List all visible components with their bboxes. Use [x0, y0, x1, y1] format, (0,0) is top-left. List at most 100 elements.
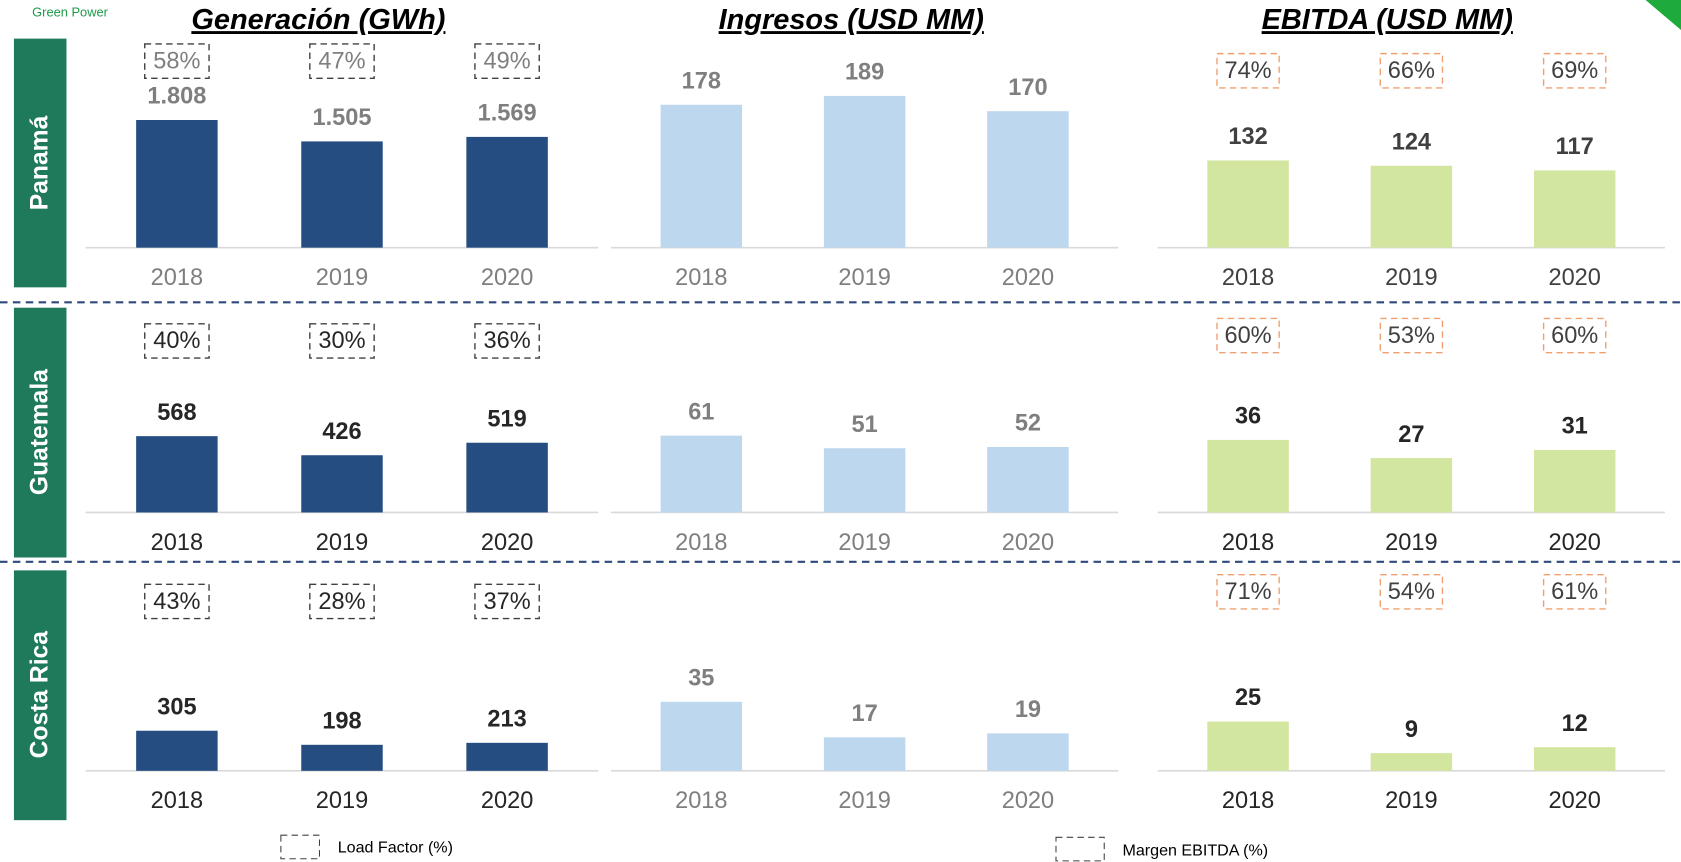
value-label: 9 [1405, 716, 1418, 742]
bar [660, 435, 743, 513]
value-label: 1.569 [478, 100, 537, 126]
bar [1533, 170, 1616, 248]
box-label: 36% [483, 327, 530, 353]
box [309, 583, 375, 620]
row-band [13, 307, 67, 558]
bar [1533, 747, 1616, 771]
bar [136, 120, 218, 248]
bar [136, 730, 218, 771]
x-tick-label: 2020 [481, 264, 533, 290]
x-tick-label: 2018 [151, 264, 203, 290]
value-label: 117 [1556, 133, 1594, 159]
value-label: 1.505 [312, 104, 371, 130]
value-label: 61 [688, 398, 714, 424]
column-title: Ingresos (USD MM) [719, 4, 984, 36]
legend-swatch [280, 834, 321, 860]
box-label: 30% [318, 327, 365, 353]
x-tick-label: 2019 [838, 264, 890, 290]
box-label: 53% [1388, 322, 1435, 348]
bar [1207, 439, 1289, 513]
x-tick-label: 2018 [151, 787, 203, 813]
value-label: 35 [688, 665, 714, 691]
x-tick-label: 2018 [1222, 787, 1274, 813]
value-label: 31 [1562, 413, 1588, 439]
bar [301, 455, 383, 513]
bar [301, 744, 383, 771]
x-tick-label: 2018 [151, 529, 203, 555]
x-tick-label: 2020 [1548, 264, 1600, 290]
x-tick-label: 2018 [675, 529, 727, 555]
bar [301, 141, 383, 248]
x-tick-label: 2019 [316, 264, 368, 290]
box-label: 49% [483, 47, 530, 73]
value-label: 132 [1228, 123, 1267, 149]
box [144, 583, 210, 620]
bar [466, 742, 548, 771]
bar [1533, 449, 1616, 513]
value-label: 36 [1235, 403, 1261, 429]
box-label: 74% [1224, 57, 1271, 83]
x-tick-label: 2019 [316, 529, 368, 555]
value-label: 51 [852, 411, 878, 437]
x-tick-label: 2019 [838, 529, 890, 555]
value-label: 198 [322, 708, 361, 734]
bar [136, 436, 218, 513]
box-label: 66% [1388, 57, 1435, 83]
box [1379, 317, 1444, 354]
value-label: 12 [1562, 710, 1588, 736]
box-label: 47% [318, 47, 365, 73]
brand: Green Power [32, 4, 108, 19]
bar [987, 111, 1069, 248]
box-label: 28% [318, 588, 365, 614]
value-label: 124 [1392, 128, 1431, 154]
box [309, 323, 375, 359]
bar [466, 442, 548, 513]
value-label: 1.808 [147, 83, 206, 109]
box [309, 43, 375, 79]
box [1379, 573, 1444, 610]
x-tick-label: 2018 [1222, 264, 1274, 290]
box [474, 43, 540, 79]
bar [1370, 165, 1453, 248]
bar [1207, 721, 1289, 771]
box [1216, 52, 1280, 89]
value-label: 19 [1015, 696, 1041, 722]
box [474, 583, 540, 620]
bar [466, 136, 548, 248]
value-label: 170 [1008, 74, 1047, 100]
value-label: 52 [1015, 410, 1041, 436]
value-label: 27 [1398, 421, 1424, 447]
bar [1370, 753, 1453, 771]
value-label: 25 [1235, 684, 1261, 710]
value-label: 213 [487, 706, 526, 732]
value-label: 178 [682, 67, 721, 93]
x-tick-label: 2018 [1222, 529, 1274, 555]
box [144, 323, 210, 359]
box [144, 43, 210, 79]
value-label: 519 [487, 405, 526, 431]
box [1216, 573, 1280, 610]
row-label: Panamá [26, 115, 53, 210]
box [474, 323, 540, 359]
box-label: 60% [1224, 322, 1271, 348]
box [1542, 317, 1607, 354]
value-label: 189 [845, 59, 884, 85]
x-tick-label: 2020 [1002, 787, 1054, 813]
box-label: 37% [483, 588, 530, 614]
box-label: 43% [153, 588, 200, 614]
row-band [13, 38, 67, 288]
box-label: 71% [1224, 578, 1271, 604]
corner-triangle [1645, 0, 1681, 31]
legend-swatch [1055, 836, 1105, 862]
bar [987, 446, 1069, 513]
box [1542, 52, 1607, 89]
x-tick-label: 2019 [838, 787, 890, 813]
bar [1207, 160, 1289, 248]
row-label: Guatemala [26, 369, 53, 495]
column-title: Generación (GWh) [191, 4, 445, 36]
x-tick-label: 2020 [1002, 529, 1054, 555]
box [1379, 52, 1444, 89]
bar [823, 737, 906, 771]
